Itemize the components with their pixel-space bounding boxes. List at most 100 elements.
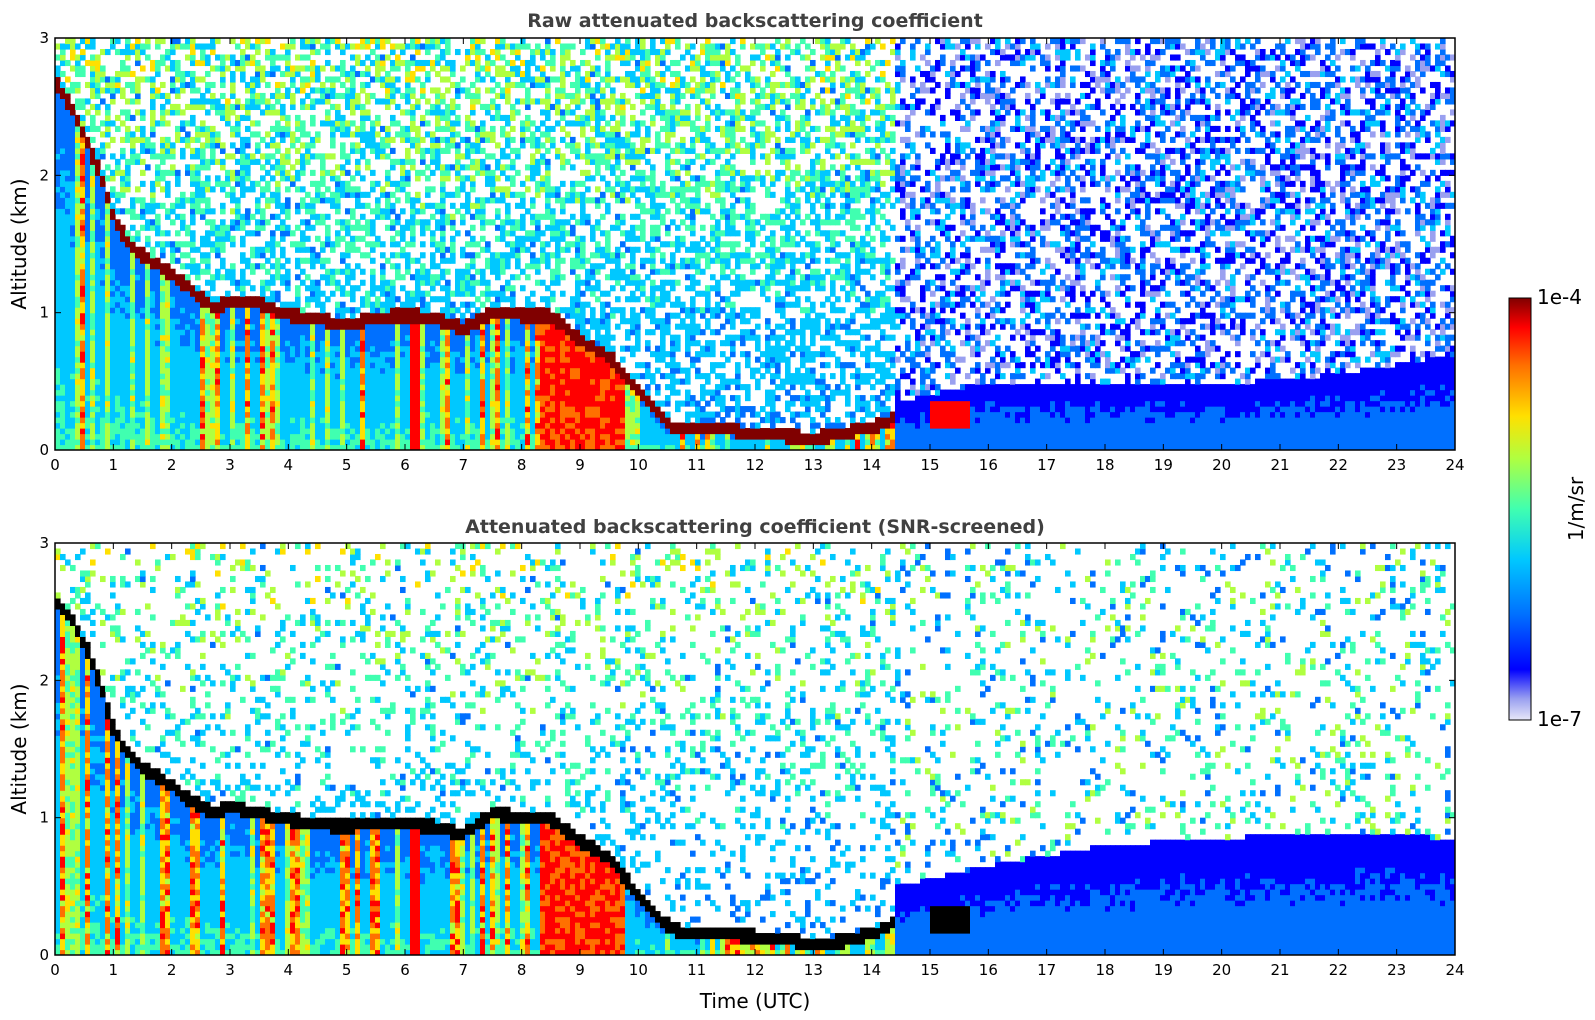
heatmap-cell: [160, 186, 166, 193]
heatmap-cell: [405, 109, 411, 116]
heatmap-cell: [210, 345, 216, 352]
heatmap-cell: [325, 362, 331, 369]
heatmap-cell: [155, 356, 161, 363]
heatmap-cell: [245, 439, 251, 446]
heatmap-cell: [195, 43, 201, 50]
heatmap-cell: [275, 307, 281, 314]
heatmap-cell: [125, 186, 131, 193]
heatmap-cell: [275, 340, 281, 347]
heatmap-cell: [465, 279, 471, 286]
heatmap-cell: [455, 428, 461, 435]
heatmap-cell: [430, 142, 436, 149]
heatmap-cell: [95, 285, 101, 292]
heatmap-cell: [185, 323, 191, 330]
heatmap-cell: [305, 103, 311, 111]
heatmap-cell: [455, 406, 461, 413]
heatmap-cell: [500, 406, 506, 413]
heatmap-cell: [275, 417, 281, 424]
heatmap-cell: [210, 230, 216, 237]
heatmap-cell: [65, 334, 71, 341]
heatmap-cell: [340, 323, 346, 330]
heatmap-cell: [375, 65, 381, 72]
heatmap-cell: [370, 120, 376, 127]
heatmap-cell: [455, 142, 461, 149]
heatmap-cell: [390, 136, 396, 143]
heatmap-cell: [155, 373, 161, 380]
heatmap-cell: [160, 395, 166, 402]
heatmap-cell: [100, 318, 106, 325]
heatmap-cell: [370, 417, 376, 424]
heatmap-cell: [450, 389, 456, 396]
heatmap-cell: [130, 43, 136, 50]
heatmap-cell: [465, 389, 471, 396]
heatmap-cell: [60, 208, 66, 215]
heatmap-cell: [235, 65, 241, 72]
heatmap-cell: [485, 312, 491, 319]
heatmap-cell: [165, 329, 171, 336]
heatmap-cell: [65, 197, 71, 204]
heatmap-cell: [60, 252, 66, 259]
heatmap-cell: [460, 378, 466, 385]
heatmap-cell: [225, 224, 231, 231]
heatmap-cell: [355, 125, 361, 132]
heatmap-cell: [340, 411, 346, 418]
heatmap-cell: [370, 345, 376, 352]
heatmap-cell: [105, 433, 111, 440]
heatmap-cell: [255, 219, 261, 226]
heatmap-cell: [395, 268, 401, 275]
heatmap-cell: [190, 318, 196, 325]
heatmap-cell: [470, 384, 476, 391]
heatmap-cell: [400, 246, 406, 253]
heatmap-cell: [70, 169, 76, 176]
heatmap-cell: [235, 367, 241, 374]
heatmap-cell: [465, 241, 471, 248]
heatmap-cell: [180, 362, 186, 369]
heatmap-cell: [310, 318, 316, 325]
heatmap-cell: [150, 202, 156, 209]
heatmap-cell: [375, 285, 381, 292]
heatmap-cell: [150, 378, 156, 385]
heatmap-cell: [100, 65, 106, 72]
heatmap-cell: [150, 400, 156, 407]
heatmap-cell: [375, 329, 381, 336]
heatmap-cell: [90, 136, 96, 143]
heatmap-cell: [290, 334, 296, 341]
heatmap-cell: [240, 444, 246, 450]
heatmap-cell: [145, 208, 151, 215]
heatmap-cell: [140, 202, 146, 209]
heatmap-cell: [160, 428, 166, 435]
heatmap-cell: [80, 136, 86, 143]
heatmap-cell: [80, 48, 86, 56]
heatmap-cell: [305, 444, 311, 450]
heatmap-cell: [390, 92, 396, 100]
heatmap-cell: [215, 323, 221, 330]
heatmap-cell: [130, 400, 136, 407]
heatmap-cell: [450, 422, 456, 429]
heatmap-cell: [105, 301, 111, 308]
heatmap-cell: [225, 340, 231, 347]
heatmap-cell: [215, 367, 221, 374]
heatmap-cell: [490, 411, 496, 418]
heatmap-cell: [255, 389, 261, 396]
heatmap-cell: [440, 235, 446, 242]
heatmap-cell: [130, 136, 136, 143]
heatmap-cell: [420, 323, 426, 330]
heatmap-cell: [370, 389, 376, 396]
heatmap-cell: [180, 400, 186, 407]
heatmap-cell: [360, 136, 366, 143]
heatmap-cell: [215, 252, 221, 259]
heatmap-cell: [335, 444, 341, 450]
heatmap-cell: [195, 362, 201, 369]
heatmap-cell: [450, 307, 456, 314]
heatmap-cell: [250, 296, 256, 303]
heatmap-cell: [350, 246, 356, 253]
heatmap-cell: [370, 38, 376, 45]
heatmap-cell: [60, 439, 66, 446]
heatmap-cell: [435, 433, 441, 440]
heatmap-cell: [110, 301, 116, 308]
heatmap-cell: [225, 312, 231, 319]
heatmap-cell: [380, 142, 386, 149]
heatmap-cell: [105, 439, 111, 446]
heatmap-cell: [445, 422, 451, 429]
heatmap-cell: [435, 296, 441, 303]
